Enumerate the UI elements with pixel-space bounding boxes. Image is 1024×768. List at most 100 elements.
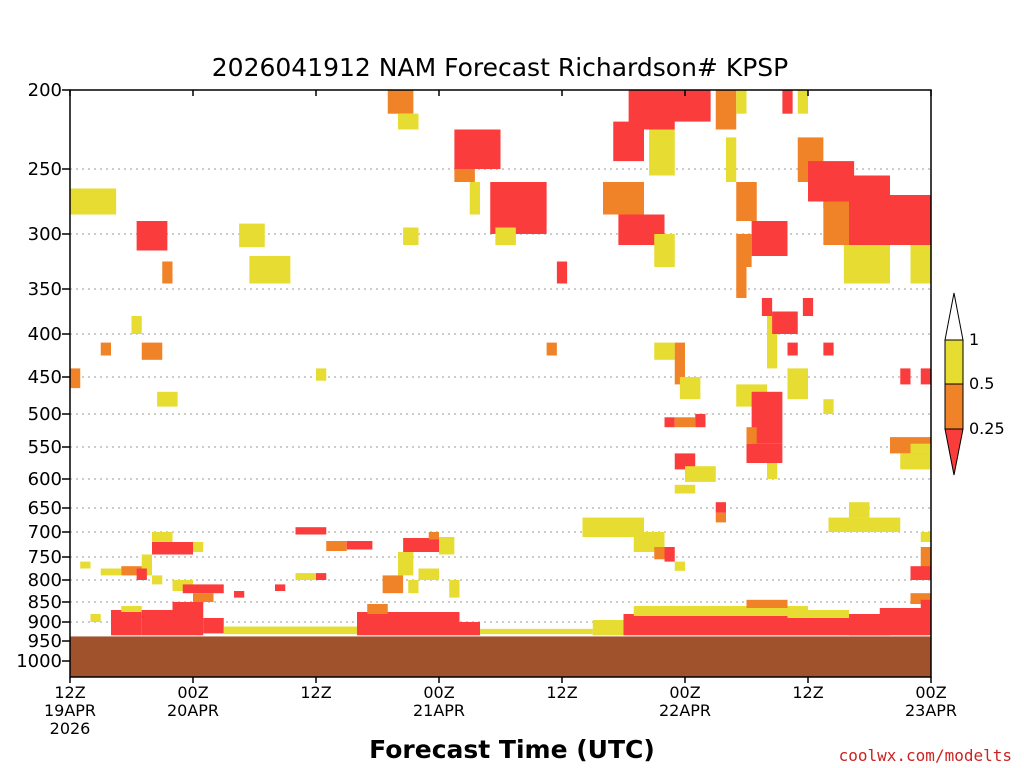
x-tick-label: 2026 bbox=[50, 719, 91, 738]
ri-cell-red bbox=[111, 610, 142, 636]
y-tick-label: 700 bbox=[28, 522, 62, 543]
y-tick-label: 950 bbox=[28, 631, 62, 652]
ri-cell-orange bbox=[746, 427, 757, 444]
ri-cell-yellow bbox=[193, 542, 204, 552]
ri-cell-orange bbox=[70, 368, 81, 389]
ri-cell-red bbox=[182, 584, 224, 594]
x-tick-label: 12Z bbox=[792, 683, 823, 702]
ri-cell-red bbox=[454, 129, 501, 169]
y-tick-label: 650 bbox=[28, 498, 62, 519]
ri-cell-yellow bbox=[674, 484, 696, 494]
ri-cell-yellow bbox=[767, 463, 778, 479]
legend-bottom-arrow bbox=[944, 428, 964, 476]
ri-cell-orange bbox=[674, 417, 696, 428]
ri-cell-red bbox=[152, 542, 193, 555]
x-tick-label: 22APR bbox=[659, 701, 711, 720]
ri-cell-yellow bbox=[767, 316, 778, 369]
y-tick-label: 300 bbox=[28, 224, 62, 245]
ri-cell-yellow bbox=[787, 368, 808, 400]
ri-cell-yellow bbox=[100, 568, 122, 576]
ri-cell-red bbox=[490, 182, 547, 234]
ri-cell-red bbox=[910, 566, 931, 580]
ri-cell-yellow bbox=[910, 245, 931, 284]
ri-cell-yellow bbox=[90, 614, 101, 622]
ri-cell-yellow bbox=[654, 234, 675, 267]
ri-cell-yellow bbox=[408, 580, 419, 594]
ri-cell-yellow bbox=[797, 90, 808, 114]
x-tick-label: 12Z bbox=[300, 683, 331, 702]
legend-swatch-yellow bbox=[944, 339, 964, 385]
ri-cell-red bbox=[316, 573, 327, 580]
ri-cell-orange bbox=[736, 234, 752, 267]
ri-cell-red bbox=[879, 608, 931, 636]
ri-cell-yellow bbox=[80, 561, 91, 569]
ri-cell-yellow bbox=[439, 537, 455, 555]
ri-cell-yellow bbox=[480, 628, 593, 635]
ri-cell-yellow bbox=[823, 399, 834, 414]
ri-cell-yellow bbox=[152, 575, 163, 585]
ri-cell-orange bbox=[100, 342, 111, 356]
ri-cell-red bbox=[203, 618, 224, 634]
colorbar-legend: 1 0.5 0.25 bbox=[944, 292, 1005, 476]
ri-cell-red bbox=[136, 221, 168, 251]
ri-cell-red bbox=[715, 502, 726, 513]
ri-cell-yellow bbox=[679, 377, 701, 400]
ri-cell-orange bbox=[603, 182, 644, 215]
ri-cell-red bbox=[920, 599, 931, 610]
ri-cell-red bbox=[849, 614, 880, 636]
ri-cell-yellow bbox=[849, 502, 870, 518]
ri-cell-yellow bbox=[828, 517, 901, 532]
x-tick-label: 12Z bbox=[546, 683, 577, 702]
ri-cell-yellow bbox=[239, 223, 265, 248]
ri-cell-yellow bbox=[295, 573, 316, 580]
ri-cell-yellow bbox=[900, 453, 931, 470]
x-tick-label: 23APR bbox=[905, 701, 957, 720]
x-tick-label: 00Z bbox=[177, 683, 208, 702]
ri-cell-yellow bbox=[633, 606, 808, 616]
x-tick-label: 00Z bbox=[915, 683, 946, 702]
x-tick-label: 20APR bbox=[167, 701, 219, 720]
y-tick-label: 250 bbox=[28, 159, 62, 180]
ri-cell-red bbox=[920, 368, 931, 385]
ri-cell-yellow bbox=[495, 227, 516, 245]
ri-cell-orange bbox=[382, 575, 404, 594]
ground-fill bbox=[70, 636, 931, 677]
x-tick-label: 00Z bbox=[669, 683, 700, 702]
ri-cell-yellow bbox=[398, 113, 419, 130]
x-axis-label: Forecast Time (UTC) bbox=[369, 735, 655, 764]
ri-cell-orange bbox=[454, 169, 475, 182]
ri-cell-yellow bbox=[70, 188, 117, 215]
ri-cell-red bbox=[787, 342, 798, 356]
ri-cell-orange bbox=[715, 512, 726, 523]
ri-cell-yellow bbox=[582, 517, 644, 537]
ri-cell-orange bbox=[162, 261, 173, 284]
legend-level-label: 1 bbox=[969, 330, 979, 349]
y-tick-label: 850 bbox=[28, 592, 62, 613]
ri-cell-orange bbox=[823, 201, 849, 245]
ri-cell-yellow bbox=[449, 580, 460, 598]
y-tick-label: 600 bbox=[28, 469, 62, 490]
plot-frame bbox=[69, 89, 932, 678]
ri-cell-red bbox=[900, 368, 911, 385]
ri-cell-yellow bbox=[787, 610, 849, 618]
y-tick-label: 400 bbox=[28, 324, 62, 345]
ri-cell-yellow bbox=[592, 620, 624, 636]
ri-cell-orange bbox=[920, 547, 931, 571]
ri-cell-red bbox=[141, 610, 204, 636]
ri-cell-orange bbox=[736, 267, 747, 298]
ri-cell-red bbox=[782, 90, 793, 114]
ri-cell-red bbox=[234, 591, 245, 598]
y-tick-label: 550 bbox=[28, 437, 62, 458]
ri-cell-red bbox=[772, 311, 798, 334]
y-tick-label: 800 bbox=[28, 570, 62, 591]
ri-cell-orange bbox=[746, 599, 788, 608]
ri-cell-red bbox=[674, 453, 696, 470]
ri-cell-orange bbox=[387, 90, 414, 114]
ri-cell-yellow bbox=[152, 532, 173, 542]
legend-level-label: 0.25 bbox=[969, 419, 1005, 438]
ri-cell-yellow bbox=[736, 90, 747, 114]
ri-cell-yellow bbox=[403, 227, 419, 245]
ri-cell-orange bbox=[674, 342, 685, 385]
ri-cell-orange bbox=[654, 547, 665, 560]
